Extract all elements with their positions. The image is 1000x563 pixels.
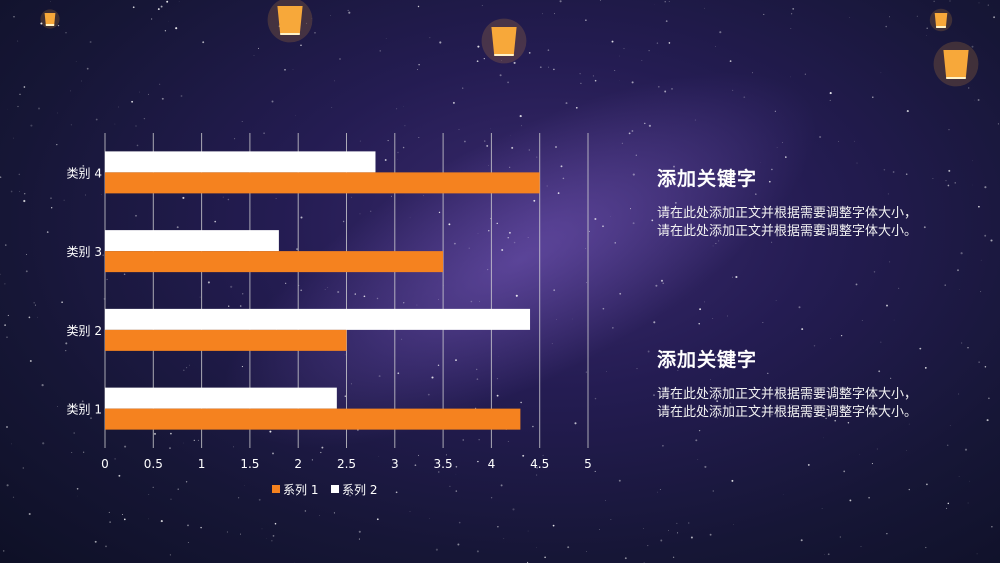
chart-legend: 系列 1 系列 2 bbox=[272, 483, 377, 497]
chart-category-labels: 类别 1 类别 2 类别 3 类别 4 bbox=[67, 166, 102, 416]
category-label: 类别 4 bbox=[67, 166, 102, 180]
x-tick-label: 2.5 bbox=[337, 457, 356, 471]
sky-lantern-icon bbox=[40, 9, 60, 29]
x-tick-label: 5 bbox=[584, 457, 592, 471]
bar-series-1 bbox=[105, 329, 347, 351]
x-tick-label: 3 bbox=[391, 457, 399, 471]
category-label: 类别 2 bbox=[67, 324, 102, 338]
keyword-title: 添加关键字 bbox=[657, 168, 758, 190]
bar-series-1 bbox=[105, 408, 521, 430]
x-tick-label: 0.5 bbox=[144, 457, 163, 471]
keyword-body: 请在此处添加正文并根据需要调整字体大小，请在此处添加正文并根据需要调整字体大小。 bbox=[657, 387, 918, 420]
legend-swatch bbox=[272, 485, 280, 493]
bar-series-2 bbox=[105, 230, 279, 252]
x-tick-label: 3.5 bbox=[434, 457, 453, 471]
chart-tick-labels: 0 0.5 1 1.5 2 2.5 3 3.5 4 4.5 5 bbox=[101, 457, 592, 471]
keyword-block-1: 添加关键字 请在此处添加正文并根据需要调整字体大小，请在此处添加正文并根据需要调… bbox=[657, 164, 927, 240]
keyword-body: 请在此处添加正文并根据需要调整字体大小，请在此处添加正文并根据需要调整字体大小。 bbox=[657, 206, 918, 239]
x-tick-label: 1.5 bbox=[240, 457, 259, 471]
sky-lantern-icon bbox=[933, 41, 979, 87]
bar-series-2 bbox=[105, 387, 337, 409]
keyword-block-2: 添加关键字 请在此处添加正文并根据需要调整字体大小，请在此处添加正文并根据需要调… bbox=[657, 345, 927, 421]
x-tick-label: 0 bbox=[101, 457, 109, 471]
legend-label: 系列 2 bbox=[342, 483, 377, 497]
category-label: 类别 3 bbox=[67, 245, 102, 259]
bar-series-2 bbox=[105, 308, 531, 330]
x-tick-label: 4 bbox=[488, 457, 496, 471]
legend-swatch bbox=[331, 485, 339, 493]
x-tick-label: 4.5 bbox=[530, 457, 549, 471]
bar-series-2 bbox=[105, 151, 376, 173]
legend-label: 系列 1 bbox=[283, 483, 318, 497]
milky-way-glow bbox=[223, 72, 817, 448]
sky-lantern-icon bbox=[267, 0, 313, 43]
category-label: 类别 1 bbox=[67, 403, 102, 417]
bar-series-1 bbox=[105, 251, 444, 273]
sky-lantern-icon bbox=[481, 18, 527, 64]
chart-bars bbox=[105, 151, 540, 430]
x-tick-label: 2 bbox=[294, 457, 302, 471]
bar-series-1 bbox=[105, 172, 540, 194]
keyword-title: 添加关键字 bbox=[657, 349, 758, 371]
sky-lantern-icon bbox=[929, 8, 953, 32]
x-tick-label: 1 bbox=[198, 457, 206, 471]
